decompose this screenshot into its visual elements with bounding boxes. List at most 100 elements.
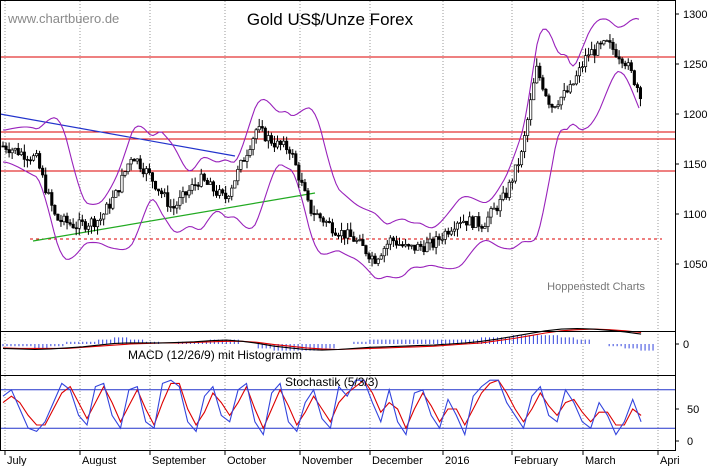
candle-body: [102, 213, 106, 220]
candle-body: [7, 149, 11, 154]
candle-body: [157, 188, 161, 192]
candle-body: [437, 236, 441, 240]
candle-body: [593, 49, 597, 56]
candle-body: [388, 237, 392, 245]
candle-body: [196, 184, 200, 187]
candle-body: [135, 158, 139, 162]
candle-body: [623, 62, 627, 67]
candle-body: [480, 226, 484, 229]
candle-body: [379, 255, 383, 260]
candle-body: [89, 218, 94, 227]
candle-body: [153, 180, 158, 190]
candle-body: [638, 87, 643, 100]
uptrend-line: [32, 192, 316, 242]
candle-body: [80, 219, 84, 222]
x-tick-label: March: [585, 455, 616, 466]
candle-body: [373, 255, 377, 264]
candle-body: [361, 239, 365, 246]
candle-body: [504, 192, 508, 198]
candle-body: [221, 189, 225, 194]
candle-body: [71, 223, 75, 229]
candle-body: [629, 62, 633, 72]
candle-body: [138, 158, 142, 170]
candle-body: [50, 192, 54, 206]
candle-body: [275, 140, 280, 148]
x-tick-label: February: [514, 455, 559, 466]
candle-body: [92, 218, 97, 228]
candle-body: [541, 77, 545, 90]
candle-body: [288, 149, 292, 154]
candle-body: [242, 160, 246, 162]
candle-body: [297, 164, 301, 181]
candle-body: [239, 160, 243, 170]
candle-body: [538, 65, 542, 79]
candle-body: [608, 40, 612, 43]
candle-body: [169, 206, 173, 208]
candle-body: [352, 236, 356, 242]
candle-body: [431, 238, 435, 248]
candle-body: [605, 40, 609, 42]
candle-body: [214, 190, 219, 196]
candle-body: [190, 184, 194, 191]
candle-body: [324, 221, 328, 223]
candle-body: [553, 106, 557, 108]
candle-body: [513, 164, 517, 182]
stochastic-d-line: [2, 379, 642, 430]
candle-body: [443, 230, 447, 240]
candle-body: [99, 218, 103, 221]
candle-body: [303, 182, 307, 192]
candle-body: [507, 181, 511, 198]
candle-body: [434, 236, 438, 248]
candle-body: [144, 168, 148, 175]
candle-body: [315, 213, 319, 216]
candle-body: [175, 204, 179, 209]
candle-body: [422, 246, 426, 253]
candle-body: [333, 232, 338, 236]
candle-body: [404, 244, 408, 247]
candle-body: [413, 244, 417, 251]
candle-body: [312, 213, 316, 215]
y-tick-label: 1150: [683, 159, 707, 171]
y-tick-label: 1100: [683, 209, 707, 221]
x-tick-label: August: [82, 455, 116, 466]
candle-body: [449, 230, 453, 235]
candle-body: [425, 242, 429, 253]
candle-body: [105, 203, 109, 215]
candle-body: [163, 192, 167, 195]
candle-body: [224, 192, 228, 200]
candle-body: [211, 181, 216, 192]
y-tick-label: 1200: [683, 109, 707, 121]
candle-body: [181, 191, 185, 198]
candle-body: [495, 207, 499, 212]
candle-body: [160, 190, 164, 195]
candle-body: [382, 248, 386, 257]
source-label: Hoppenstedt Charts: [547, 281, 645, 293]
candle-body: [22, 151, 26, 160]
candle-body: [385, 243, 389, 249]
candle-body: [294, 153, 298, 166]
candle-body: [25, 159, 29, 161]
macd-line: [2, 328, 642, 351]
candle-body: [462, 220, 466, 223]
candle-body: [1, 145, 5, 148]
candle-body: [318, 213, 322, 219]
candle-body: [251, 138, 255, 150]
bollinger-lower: [2, 70, 640, 280]
stochastic-panel-frame: [0, 375, 676, 451]
candle-body: [458, 222, 463, 224]
candle-body: [626, 62, 630, 67]
candle-body: [47, 192, 51, 194]
candle-body: [227, 195, 231, 200]
candle-body: [416, 243, 420, 251]
candle-body: [184, 191, 188, 196]
x-tick-label: November: [302, 455, 353, 466]
candle-body: [245, 155, 249, 162]
candle-body: [526, 119, 530, 136]
candle-body: [65, 215, 69, 224]
candle-body: [614, 49, 618, 58]
candle-body: [547, 95, 551, 105]
candle-body: [349, 229, 353, 237]
candle-body: [172, 206, 176, 209]
candle-body: [13, 147, 17, 151]
